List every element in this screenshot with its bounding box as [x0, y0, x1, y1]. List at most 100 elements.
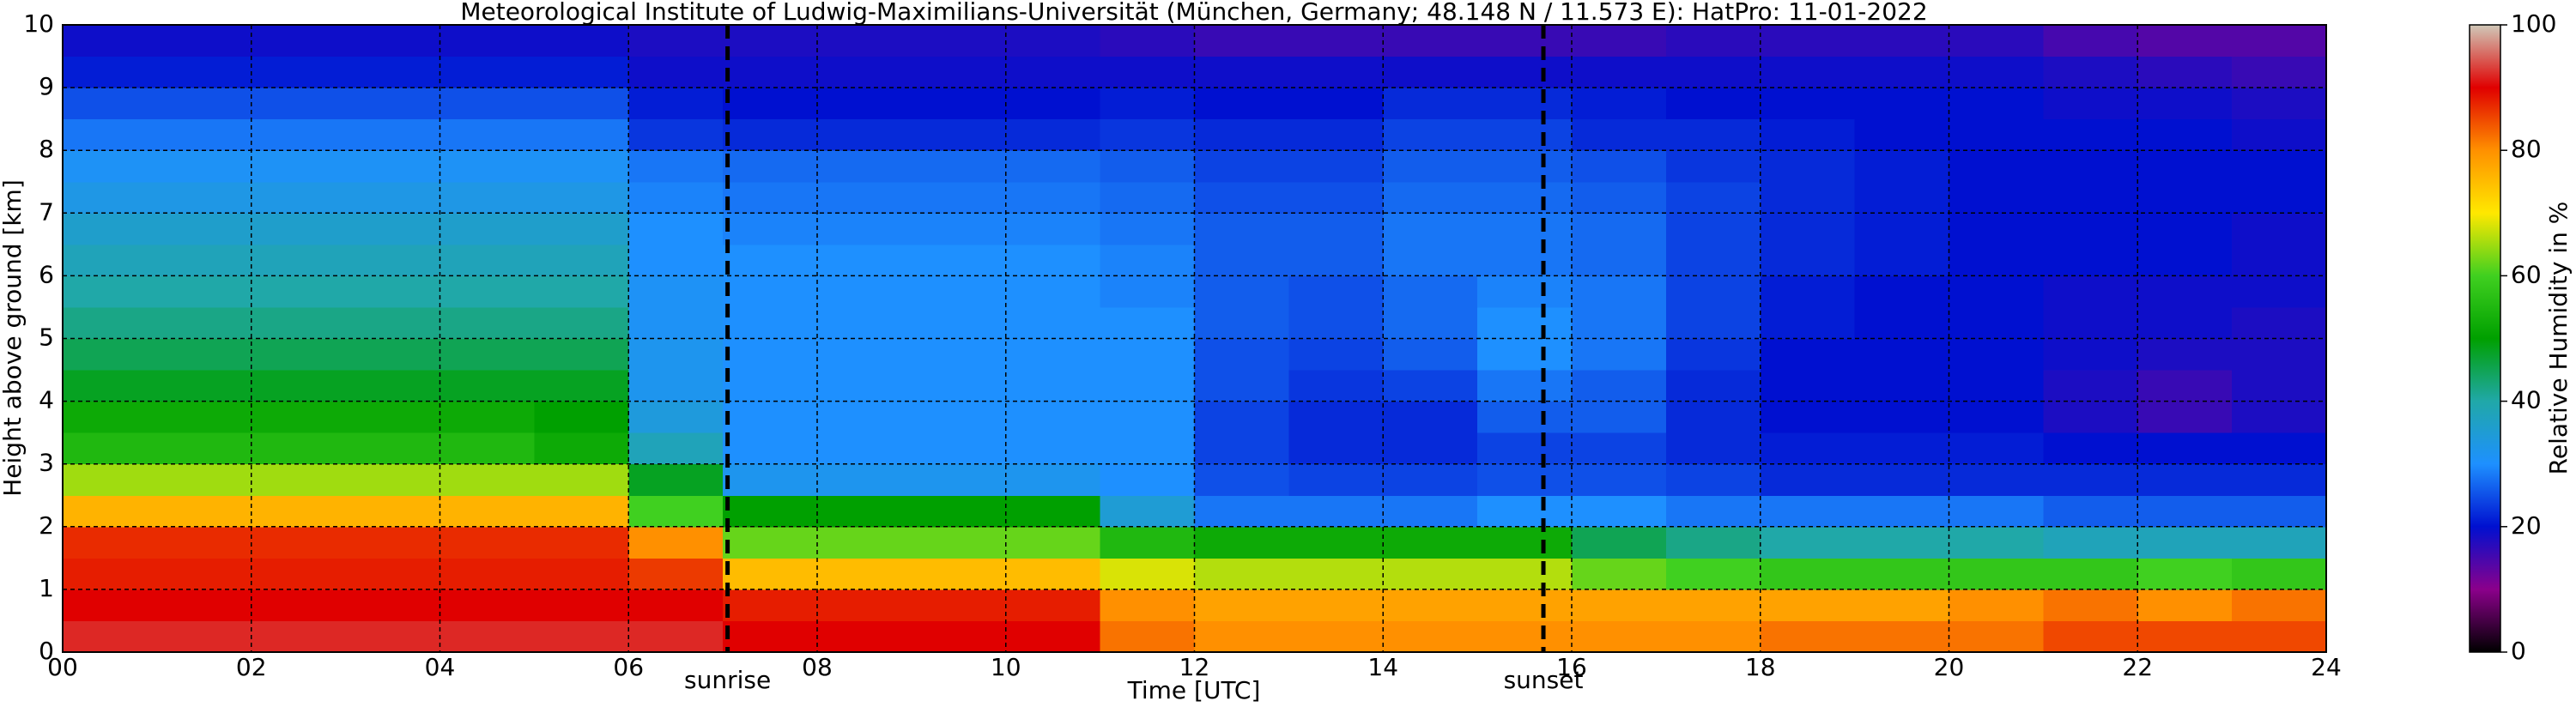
heatmap-cell [2043, 306, 2138, 339]
heatmap-cell [63, 118, 158, 151]
heatmap-cell [2137, 620, 2233, 653]
heatmap-cell [1383, 150, 1478, 183]
heatmap-cell [1005, 432, 1101, 465]
heatmap-cell [2232, 56, 2327, 88]
heatmap-cell [911, 244, 1007, 276]
heatmap-cell [2232, 150, 2327, 183]
heatmap-cell [1572, 306, 1667, 339]
heatmap-cell [439, 25, 535, 57]
heatmap-cell [1383, 463, 1478, 496]
heatmap-cell [1665, 150, 1761, 183]
heatmap-cell [1949, 88, 2044, 120]
heatmap-cell [1194, 432, 1289, 465]
plot-frame [62, 24, 2327, 653]
heatmap-cell [251, 56, 347, 88]
heatmap-cell [1760, 213, 1856, 245]
heatmap-cell [1572, 275, 1667, 308]
heatmap-cell [1854, 25, 1949, 57]
heatmap-cell [1100, 620, 1195, 653]
heatmap-cell [1949, 244, 2044, 276]
y-tick-label: 8 [39, 135, 54, 163]
heatmap-cell [2043, 88, 2138, 120]
heatmap-cell [1949, 150, 2044, 183]
heatmap-cell [2137, 338, 2233, 371]
heatmap-cell [251, 181, 347, 214]
heatmap-cell [1572, 463, 1667, 496]
heatmap-cell [2232, 620, 2327, 653]
heatmap-cell [628, 25, 724, 57]
heatmap-cell [1949, 370, 2044, 402]
heatmap-cell [439, 181, 535, 214]
heatmap-cell [1194, 589, 1289, 621]
heatmap-cell [2137, 526, 2233, 559]
x-tick-label: 18 [1745, 653, 1776, 681]
heatmap-cell [1383, 244, 1478, 276]
heatmap-cell [911, 620, 1007, 653]
heatmap-cell [1100, 495, 1195, 528]
heatmap-cell [1760, 181, 1856, 214]
heatmap-cell [1194, 213, 1289, 245]
heatmap-cell [628, 150, 724, 183]
heatmap-cell [1288, 620, 1384, 653]
heatmap-cell [345, 275, 440, 308]
heatmap-cell [1288, 181, 1384, 214]
heatmap-cell [817, 25, 912, 57]
heatmap-cell [1949, 25, 2044, 57]
heatmap-cell [1665, 56, 1761, 88]
heatmap-cell [1383, 370, 1478, 402]
heatmap-cell [628, 589, 724, 621]
heatmap-cell [1572, 88, 1667, 120]
heatmap-cell [1854, 589, 1949, 621]
heatmap-cell [723, 181, 818, 214]
x-tick-label: 04 [425, 653, 456, 681]
heatmap-cell [1005, 526, 1101, 559]
heatmap-cell [723, 401, 818, 433]
heatmap-cell [723, 558, 818, 590]
heatmap-cell [817, 338, 912, 371]
heatmap-cell [1572, 56, 1667, 88]
heatmap-cell [1383, 338, 1478, 371]
heatmap-cell [1854, 338, 1949, 371]
colorbar-tick-label: 40 [2511, 386, 2542, 414]
heatmap-cell [817, 150, 912, 183]
heatmap-cell [534, 213, 629, 245]
heatmap-cell [1760, 620, 1856, 653]
heatmap-cell [1665, 558, 1761, 590]
heatmap-cell [1100, 88, 1195, 120]
heatmap-cell [156, 495, 252, 528]
heatmap-cell [723, 25, 818, 57]
heatmap-cell [628, 495, 724, 528]
heatmap-cell [1288, 244, 1384, 276]
heatmap-cell [1665, 495, 1761, 528]
heatmap-cell [251, 432, 347, 465]
heatmap-cell [2232, 463, 2327, 496]
heatmap-cell [1760, 495, 1856, 528]
heatmap-cell [534, 56, 629, 88]
heatmap-cell [534, 306, 629, 339]
x-tick-label: 12 [1179, 653, 1210, 681]
heatmap-cell [911, 213, 1007, 245]
heatmap-cell [2232, 275, 2327, 308]
heatmap-cell [534, 370, 629, 402]
heatmap-cell [1760, 432, 1856, 465]
heatmap-cell [628, 88, 724, 120]
heatmap-cell [534, 526, 629, 559]
heatmap-cell [1477, 526, 1573, 559]
heatmap-cell [1665, 401, 1761, 433]
heatmap-cell [1005, 25, 1101, 57]
heatmap-cell [1288, 25, 1384, 57]
heatmap-cell [63, 213, 158, 245]
heatmap-cell [1383, 56, 1478, 88]
heatmap-cell [251, 306, 347, 339]
y-tick-label: 7 [39, 197, 54, 226]
heatmap-cell [1100, 213, 1195, 245]
heatmap-cell [1760, 401, 1856, 433]
heatmap-cell [2137, 181, 2233, 214]
heatmap-cell [2137, 88, 2233, 120]
heatmap-cell [723, 213, 818, 245]
heatmap-cell [1383, 275, 1478, 308]
heatmap-cell [63, 338, 158, 371]
heatmap-cell [2043, 181, 2138, 214]
heatmap-cell [1288, 338, 1384, 371]
